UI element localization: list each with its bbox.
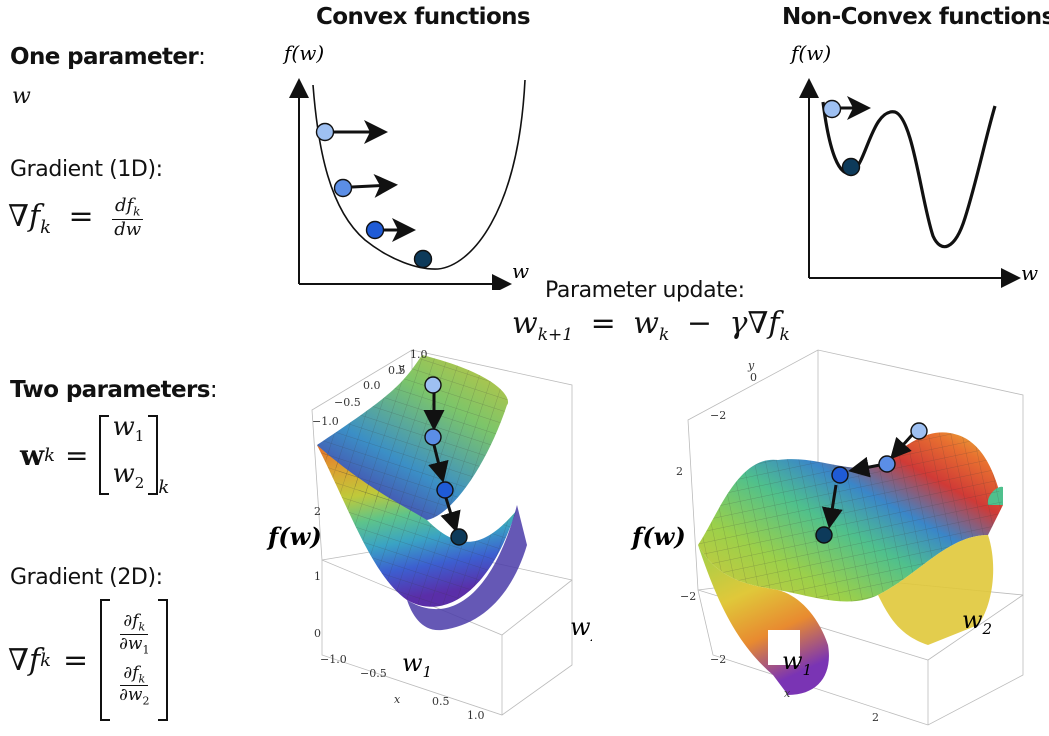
parameter-dot xyxy=(450,528,468,546)
tick-label: 0.5 xyxy=(432,695,450,708)
tick-label: 1 xyxy=(314,570,321,583)
parameter-dot xyxy=(910,422,928,440)
w2-axis-label: w2 xyxy=(570,613,592,645)
tick-label: −1.0 xyxy=(312,415,339,428)
y-axis-label: y xyxy=(397,361,405,374)
y-axis-label: y xyxy=(747,359,755,372)
tick-label: −0.5 xyxy=(360,667,387,680)
parameter-update-label: Parameter update: xyxy=(545,278,745,303)
f-bold-w-label: f(w) xyxy=(630,522,686,551)
fw-axis-label: f(w) xyxy=(789,41,831,65)
w1-axis-label: w1 xyxy=(402,649,432,681)
tick-label: −2 xyxy=(710,409,726,422)
tick-label: 0.0 xyxy=(363,379,381,392)
surface-occluder xyxy=(768,630,800,665)
parameter-dot xyxy=(333,178,353,198)
parameter-dot xyxy=(841,157,861,177)
tick-label: 2 xyxy=(676,465,683,478)
gradient-2d-label: Gradient (2D): xyxy=(10,565,163,590)
parameter-dot xyxy=(822,99,842,119)
gradient-2d-formula: ∇ f k = ∂fk ∂w1 ∂fk ∂w2 xyxy=(8,596,169,724)
x-axis-label: x xyxy=(784,687,791,700)
fw-axis-label: f(w) xyxy=(282,41,324,65)
nonconvex-header: Non-Convex functions xyxy=(782,4,1049,30)
parameter-dot xyxy=(424,376,442,394)
tick-label: 0 xyxy=(750,371,757,384)
tick-label: −0.5 xyxy=(334,396,361,409)
tick-label: 0 xyxy=(314,627,321,640)
tick-label: −2 xyxy=(710,653,726,666)
convex-header: Convex functions xyxy=(316,4,531,30)
gradient-arrow xyxy=(351,173,398,198)
w-axis-label: w xyxy=(512,259,529,283)
w1-axis-label: w1 xyxy=(782,647,812,679)
one-parameter-heading: One parameter: xyxy=(10,44,206,70)
parameter-dot xyxy=(436,481,454,499)
convex-1d-plot: f(w) w xyxy=(282,41,529,290)
parameter-dot xyxy=(365,220,385,240)
tick-label: 2 xyxy=(314,505,321,518)
tick-label: 2 xyxy=(872,711,879,724)
parameter-dot xyxy=(315,122,335,142)
x-axis-label: x xyxy=(394,693,401,706)
parameter-dot xyxy=(831,466,849,484)
gradient-1d-label: Gradient (1D): xyxy=(10,157,163,182)
tick-label: −1.0 xyxy=(320,653,347,666)
tick-label: −2 xyxy=(680,590,696,603)
nonconvex-1d-plot: f(w) w xyxy=(789,41,1038,288)
w-axis-label: w xyxy=(1021,261,1038,285)
gradient-1d-formula: ∇fk = dfk dw xyxy=(8,196,144,240)
parameter-update-formula: wk+1 = wk − γ∇fk xyxy=(512,306,790,345)
two-parameters-heading: Two parameters: xyxy=(10,377,218,403)
parameter-dot xyxy=(413,249,433,269)
convex-curve xyxy=(312,79,526,270)
tick-label: 1.0 xyxy=(467,709,485,722)
tick-label: 0.5 xyxy=(388,364,406,377)
nonconvex-3d-surface: 0 −2 2 −2 −2 2 y x f(w) w1 w2 xyxy=(630,349,1024,726)
f-bold-w-label: f(w) xyxy=(266,522,322,551)
convex-3d-surface: 1.0 0.5 0.0 −0.5 −1.0 2 1 0 −1.0 −0.5 0.… xyxy=(266,348,592,722)
w2-axis-label: w2 xyxy=(962,606,992,638)
parameter-dot xyxy=(815,526,833,544)
tick-label: 1.0 xyxy=(410,348,428,361)
parameter-dot xyxy=(878,455,896,473)
parameter-dot xyxy=(424,428,442,446)
w-symbol: w xyxy=(12,84,31,109)
